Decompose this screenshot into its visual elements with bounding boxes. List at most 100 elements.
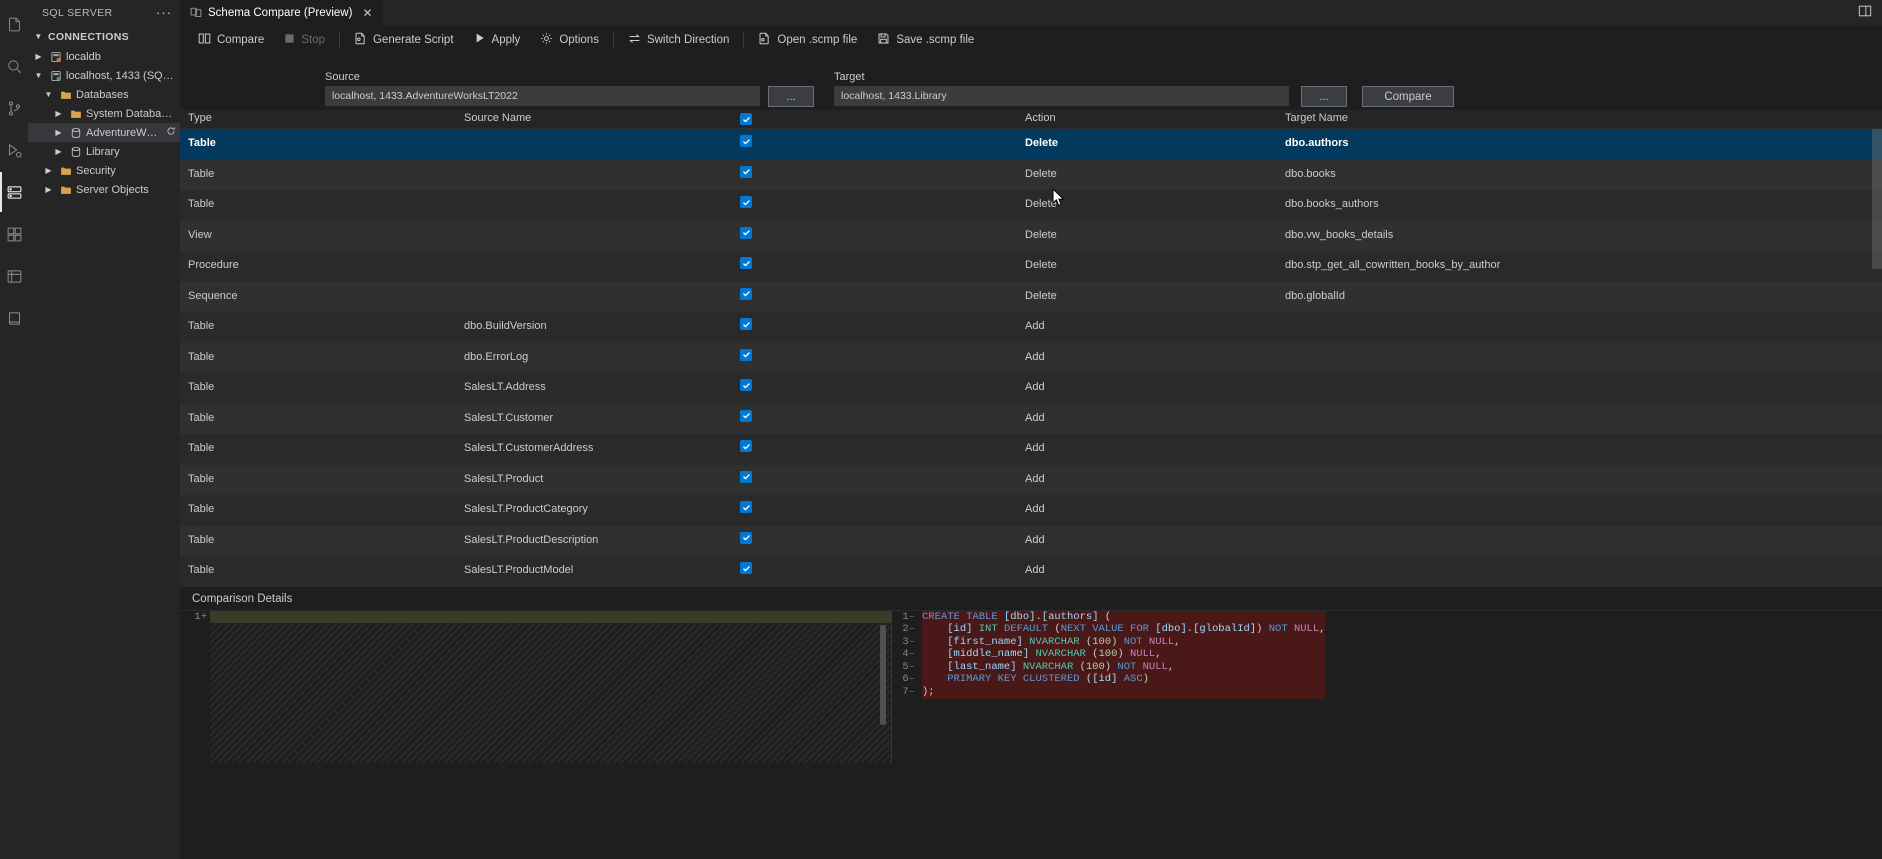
cell-type: Table xyxy=(188,533,215,546)
tree-item-databases[interactable]: ▼ Databases xyxy=(28,85,180,104)
server-connected-icon xyxy=(48,70,63,82)
row-include-checkbox[interactable] xyxy=(740,196,752,208)
table-row[interactable]: Table SalesLT.CustomerAddress Add xyxy=(180,434,1882,465)
book-icon[interactable] xyxy=(0,298,28,338)
row-include-checkbox[interactable] xyxy=(740,562,752,574)
chevron-right-icon[interactable]: ▶ xyxy=(35,52,42,61)
tree-item-security[interactable]: ▶ Security xyxy=(28,161,180,180)
row-include-checkbox[interactable] xyxy=(740,318,752,330)
row-include-checkbox[interactable] xyxy=(740,501,752,513)
table-row[interactable]: Table SalesLT.Customer Add xyxy=(180,403,1882,434)
search-icon[interactable] xyxy=(0,46,28,86)
table-row[interactable]: Table SalesLT.ProductCategory Add xyxy=(180,495,1882,526)
split-editor-icon[interactable] xyxy=(1858,4,1872,23)
table-row[interactable]: Procedure Delete dbo.stp_get_all_cowritten… xyxy=(180,251,1882,282)
table-row[interactable]: Table SalesLT.ProductDescription Add xyxy=(180,525,1882,556)
table-row[interactable]: Table SalesLT.ProductModel Add xyxy=(180,556,1882,587)
cell-type: Table xyxy=(188,564,215,576)
source-control-icon[interactable] xyxy=(0,88,28,128)
row-include-checkbox[interactable] xyxy=(740,287,752,300)
code-line: [last_name] NVARCHAR (100) NOT NULL, xyxy=(922,660,1326,674)
row-include-checkbox[interactable] xyxy=(740,348,752,361)
row-include-checkbox[interactable] xyxy=(740,531,752,544)
source-browse-button[interactable]: ... xyxy=(768,86,814,107)
right-sql-code[interactable]: CREATE TABLE [dbo].[authors] ( [id] INT … xyxy=(922,610,1326,699)
diff-overview-ruler[interactable] xyxy=(880,624,886,725)
chevron-right-icon[interactable]: ▶ xyxy=(45,166,52,175)
column-header-type[interactable]: Type xyxy=(188,112,212,124)
cell-action: Delete xyxy=(1025,228,1057,241)
row-include-checkbox[interactable] xyxy=(740,226,752,239)
open-scmp-button[interactable]: Open .scmp file xyxy=(748,29,867,51)
column-header-source-name[interactable]: Source Name xyxy=(464,112,532,124)
row-include-checkbox[interactable] xyxy=(740,409,752,422)
explorer-icon[interactable] xyxy=(0,4,28,44)
chevron-right-icon[interactable]: ▶ xyxy=(55,109,62,118)
table-row[interactable]: Table Delete dbo.books_authors xyxy=(180,190,1882,221)
table-row[interactable]: View Delete dbo.vw_books_details xyxy=(180,220,1882,251)
comparison-grid: Type Source Name Action Target Name Tabl… xyxy=(180,110,1882,587)
row-include-checkbox[interactable] xyxy=(740,165,752,178)
column-header-target-name[interactable]: Target Name xyxy=(1285,112,1348,124)
stop-button[interactable]: Stop xyxy=(274,29,335,51)
compare-button[interactable]: Compare xyxy=(188,29,274,51)
save-icon xyxy=(877,32,890,48)
apply-button[interactable]: Apply xyxy=(464,29,531,51)
sidebar-more-actions-icon[interactable]: ··· xyxy=(156,5,172,20)
cell-action: Delete xyxy=(1025,259,1057,271)
table-row[interactable]: Table SalesLT.Product Add xyxy=(180,464,1882,495)
chevron-right-icon[interactable]: ▶ xyxy=(45,185,52,194)
column-header-action[interactable]: Action xyxy=(1025,112,1056,124)
tree-item-localhost-1433-sql-serv[interactable]: ▼ localhost, 1433 (SQL Serv... xyxy=(28,66,180,85)
cell-action: Add xyxy=(1025,503,1045,515)
row-include-checkbox[interactable] xyxy=(740,379,752,391)
right-line-number: 2– xyxy=(902,623,915,636)
row-include-checkbox[interactable] xyxy=(740,440,752,452)
table-row[interactable]: Table dbo.BuildVersion Add xyxy=(180,312,1882,343)
tree-item-library[interactable]: ▶ Library xyxy=(28,142,180,161)
save-scmp-button[interactable]: Save .scmp file xyxy=(867,29,984,51)
options-button[interactable]: Options xyxy=(530,29,609,51)
tree-item-system-databases[interactable]: ▶ System Databases xyxy=(28,104,180,123)
generate-script-button[interactable]: Generate Script xyxy=(344,29,464,51)
grid-vertical-scrollbar[interactable] xyxy=(1872,129,1882,269)
sidebar-header: SQL SERVER ··· xyxy=(28,0,180,26)
table-row[interactable]: Table Delete dbo.authors xyxy=(180,129,1882,160)
row-include-checkbox[interactable] xyxy=(740,470,752,483)
notebook-icon[interactable] xyxy=(0,256,28,296)
diff-editor: 1+ 1– 2– 3– 4– 5– 6– 7– CREATE TABLE [dbo].[au… xyxy=(180,609,1882,763)
database-icon xyxy=(68,127,83,139)
tree-item-adventureworkslt[interactable]: ▶ AdventureWorksLT... xyxy=(28,123,180,142)
table-row[interactable]: Table dbo.ErrorLog Add xyxy=(180,342,1882,373)
tree-item-server-objects[interactable]: ▶ Server Objects xyxy=(28,180,180,199)
target-browse-button[interactable]: ... xyxy=(1301,86,1347,107)
source-input[interactable]: localhost, 1433.AdventureWorksLT2022 xyxy=(325,86,760,106)
chevron-right-icon[interactable]: ▶ xyxy=(55,147,62,156)
switch-direction-button[interactable]: Switch Direction xyxy=(618,29,739,51)
sql-server-icon[interactable] xyxy=(0,172,28,212)
diff-left-pane[interactable]: 1+ xyxy=(180,610,892,763)
target-input[interactable]: localhost, 1433.Library xyxy=(834,86,1289,106)
cell-action: Add xyxy=(1025,472,1045,485)
refresh-icon[interactable] xyxy=(166,126,176,139)
row-include-checkbox[interactable] xyxy=(740,135,752,147)
tab-schema-compare[interactable]: Schema Compare (Preview) ✕ xyxy=(180,0,384,26)
compare-action-button[interactable]: Compare xyxy=(1362,86,1454,107)
row-include-checkbox[interactable] xyxy=(740,257,752,269)
select-all-checkbox[interactable] xyxy=(740,113,752,125)
chevron-down-icon[interactable]: ▼ xyxy=(34,71,43,80)
close-icon[interactable]: ✕ xyxy=(362,6,373,20)
tree-item-localdb[interactable]: ▶ localdb xyxy=(28,47,180,66)
table-row[interactable]: Sequence Delete dbo.globalId xyxy=(180,281,1882,312)
table-row[interactable]: Table SalesLT.Address Add xyxy=(180,373,1882,404)
chevron-down-icon[interactable]: ▼ xyxy=(44,90,53,99)
sidebar-section-connections[interactable]: ▼ CONNECTIONS xyxy=(28,26,180,47)
table-row[interactable]: Table Delete dbo.books xyxy=(180,159,1882,190)
run-and-debug-icon[interactable] xyxy=(0,130,28,170)
diff-right-pane[interactable]: 1– 2– 3– 4– 5– 6– 7– CREATE TABLE [dbo].[autho… xyxy=(892,610,1882,763)
chevron-right-icon[interactable]: ▶ xyxy=(55,128,62,137)
extensions-icon[interactable] xyxy=(0,214,28,254)
switch-direction-label: Switch Direction xyxy=(646,33,730,46)
folder-icon xyxy=(68,108,83,120)
